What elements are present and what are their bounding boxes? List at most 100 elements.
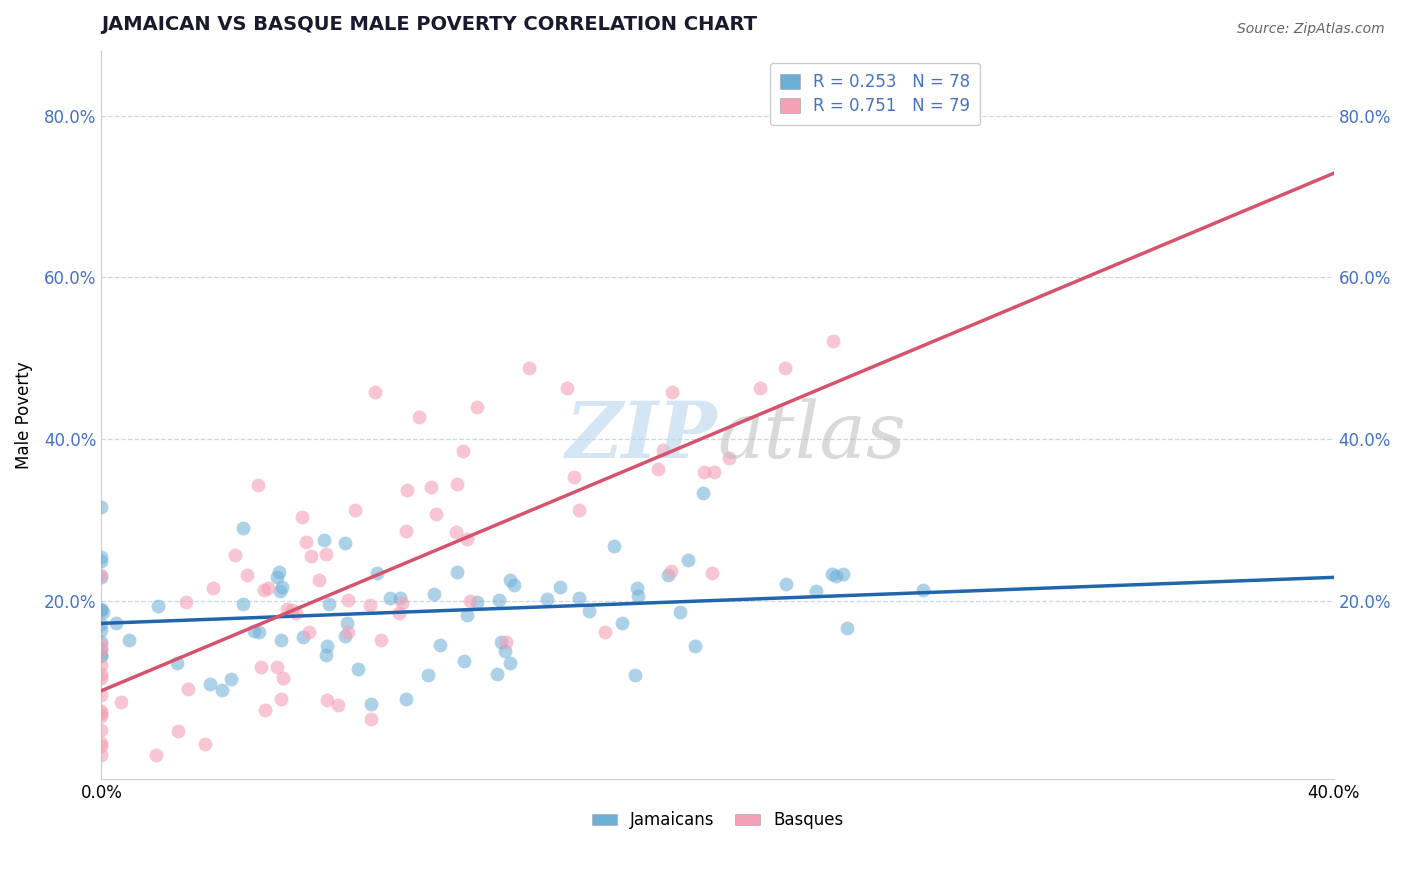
Point	[623, 667, 645, 681]
Point	[494, 644, 516, 658]
Point	[388, 606, 411, 620]
Point	[676, 553, 699, 567]
Point	[232, 521, 254, 535]
Point	[603, 539, 626, 553]
Point	[308, 573, 330, 587]
Point	[266, 570, 288, 584]
Point	[118, 632, 141, 647]
Point	[90, 603, 112, 617]
Point	[825, 569, 848, 583]
Point	[90, 617, 112, 632]
Point	[517, 361, 540, 376]
Point	[194, 737, 217, 751]
Point	[408, 410, 430, 425]
Point	[270, 692, 292, 706]
Point	[90, 739, 112, 753]
Point	[315, 547, 337, 561]
Point	[90, 624, 112, 638]
Point	[247, 624, 270, 639]
Point	[90, 736, 112, 750]
Point	[90, 667, 112, 681]
Point	[821, 566, 844, 581]
Point	[444, 524, 467, 539]
Point	[90, 643, 112, 657]
Point	[90, 554, 112, 568]
Point	[280, 602, 302, 616]
Point	[360, 712, 382, 726]
Point	[166, 656, 188, 670]
Point	[270, 632, 292, 647]
Point	[775, 576, 797, 591]
Point	[804, 583, 827, 598]
Point	[174, 595, 197, 609]
Point	[775, 361, 797, 376]
Point	[832, 566, 855, 581]
Text: Source: ZipAtlas.com: Source: ZipAtlas.com	[1237, 22, 1385, 37]
Point	[90, 723, 112, 738]
Point	[110, 695, 132, 709]
Point	[269, 565, 291, 579]
Point	[298, 625, 321, 640]
Point	[266, 659, 288, 673]
Point	[499, 573, 522, 587]
Point	[702, 566, 724, 581]
Point	[495, 635, 517, 649]
Point	[491, 634, 513, 648]
Point	[284, 606, 307, 620]
Point	[446, 477, 468, 491]
Point	[242, 624, 264, 639]
Point	[276, 602, 298, 616]
Point	[90, 657, 112, 672]
Point	[91, 605, 114, 619]
Point	[661, 384, 683, 399]
Point	[557, 381, 579, 395]
Point	[224, 549, 246, 563]
Point	[253, 582, 276, 597]
Point	[467, 401, 489, 415]
Point	[299, 549, 322, 564]
Point	[536, 591, 558, 606]
Point	[429, 638, 451, 652]
Point	[626, 581, 648, 595]
Point	[236, 567, 259, 582]
Point	[659, 565, 682, 579]
Point	[333, 535, 356, 549]
Point	[90, 648, 112, 663]
Point	[291, 631, 314, 645]
Point	[90, 636, 112, 650]
Point	[90, 635, 112, 649]
Point	[568, 591, 591, 606]
Point	[692, 486, 714, 500]
Point	[669, 605, 692, 619]
Point	[453, 655, 475, 669]
Point	[657, 568, 679, 582]
Text: JAMAICAN VS BASQUE MALE POVERTY CORRELATION CHART: JAMAICAN VS BASQUE MALE POVERTY CORRELAT…	[101, 15, 758, 34]
Point	[90, 549, 112, 564]
Point	[418, 667, 440, 681]
Point	[315, 639, 337, 653]
Point	[90, 688, 112, 702]
Point	[456, 532, 478, 546]
Point	[568, 503, 591, 517]
Point	[717, 451, 740, 466]
Point	[271, 671, 294, 685]
Point	[270, 580, 292, 594]
Point	[232, 597, 254, 611]
Point	[562, 469, 585, 483]
Point	[211, 683, 233, 698]
Point	[366, 566, 388, 581]
Point	[249, 660, 271, 674]
Point	[446, 565, 468, 579]
Point	[453, 444, 475, 458]
Point	[578, 604, 600, 618]
Point	[90, 747, 112, 762]
Point	[90, 705, 112, 719]
Point	[316, 693, 339, 707]
Point	[395, 524, 418, 539]
Point	[318, 598, 340, 612]
Point	[347, 662, 370, 676]
Point	[378, 591, 401, 605]
Point	[359, 598, 381, 612]
Point	[198, 676, 221, 690]
Point	[202, 581, 225, 595]
